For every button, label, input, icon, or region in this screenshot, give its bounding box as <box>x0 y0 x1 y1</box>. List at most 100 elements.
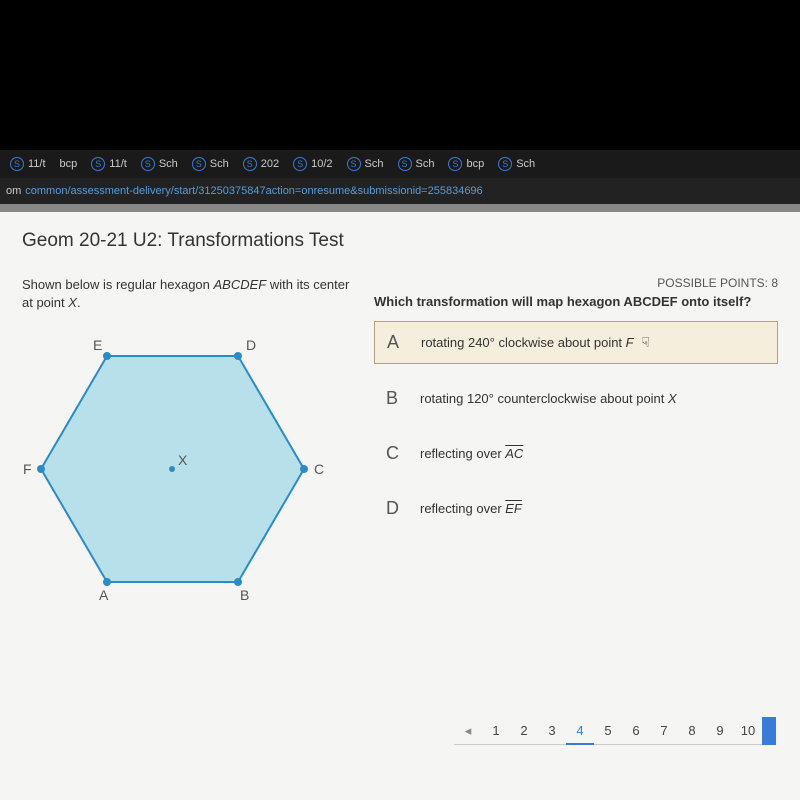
window-top-blackout <box>0 0 800 150</box>
pagination-page-9[interactable]: 9 <box>706 717 734 745</box>
tab-s-icon: S <box>498 157 512 171</box>
test-title: Geom 20-21 U2: Transformations Test <box>22 230 778 252</box>
tab-label: 11/t <box>28 158 46 170</box>
hexagon-vertex-a <box>103 578 111 586</box>
hexagon-label-a: A <box>99 587 109 603</box>
answer-c-prefix: reflecting over <box>420 446 505 461</box>
address-bar[interactable]: om common/assessment-delivery/start/3125… <box>0 178 800 204</box>
pagination-page-4[interactable]: 4 <box>566 717 594 745</box>
answer-text: rotating 120° counterclockwise about poi… <box>420 391 677 406</box>
pagination-prev[interactable]: ◂ <box>454 717 482 745</box>
tab-1[interactable]: bcp <box>54 158 84 170</box>
answer-letter: C <box>386 443 406 464</box>
prompt-hex-name: ABCDEF <box>214 277 267 292</box>
pagination-page-3[interactable]: 3 <box>538 717 566 745</box>
answer-text: rotating 240° clockwise about point F ☟ <box>421 334 650 351</box>
tab-s-icon: S <box>398 157 412 171</box>
url-path: common/assessment-delivery/start/3125037… <box>25 185 482 197</box>
chrome-separator <box>0 204 800 212</box>
hexagon-vertex-c <box>300 465 308 473</box>
tab-s-icon: S <box>347 157 361 171</box>
pagination: ◂ 12345678910 <box>454 717 776 745</box>
tab-label: 10/2 <box>311 158 332 170</box>
tab-s-icon: S <box>91 157 105 171</box>
tab-9[interactable]: Sbcp <box>442 157 490 171</box>
possible-points: POSSIBLE POINTS: 8 <box>374 276 778 290</box>
url-prefix: om <box>6 185 21 197</box>
question-row: Shown below is regular hexagon ABCDEF wi… <box>22 276 778 624</box>
prompt-text: Shown below is regular hexagon ABCDEF wi… <box>22 276 362 312</box>
tab-s-icon: S <box>448 157 462 171</box>
page-content: Geom 20-21 U2: Transformations Test Show… <box>0 212 800 800</box>
browser-tab-strip: S 11/t bcp S 11/t S Sch S Sch S 202 S 10/2 S Sc… <box>0 150 800 178</box>
answer-b-prefix: rotating 120° counterclockwise about poi… <box>420 391 668 406</box>
answer-letter: A <box>387 332 407 353</box>
answer-list: A rotating 240° clockwise about point F … <box>374 321 778 529</box>
tab-s-icon: S <box>192 157 206 171</box>
tab-3[interactable]: S Sch <box>135 157 184 171</box>
answer-option-a[interactable]: A rotating 240° clockwise about point F … <box>374 321 778 364</box>
hexagon-label-d: D <box>246 337 256 353</box>
hexagon-center-dot <box>169 466 175 472</box>
tab-2[interactable]: S 11/t <box>85 157 133 171</box>
hexagon-svg: A B C D E F X <box>22 324 342 624</box>
answer-letter: B <box>386 388 406 409</box>
question-text: Which transformation will map hexagon AB… <box>374 294 778 309</box>
tab-10[interactable]: S Sch <box>492 157 541 171</box>
tab-4[interactable]: S Sch <box>186 157 235 171</box>
pagination-next[interactable] <box>762 717 776 745</box>
tab-s-icon: S <box>243 157 257 171</box>
answer-option-d[interactable]: D reflecting over EF <box>374 488 778 529</box>
hexagon-vertex-b <box>234 578 242 586</box>
pagination-page-7[interactable]: 7 <box>650 717 678 745</box>
prompt-part1: Shown below is regular hexagon <box>22 277 214 292</box>
answer-c-segment: AC <box>505 446 523 461</box>
hexagon-label-e: E <box>93 337 102 353</box>
answer-a-point: F <box>626 335 634 350</box>
question-prompt-column: Shown below is regular hexagon ABCDEF wi… <box>22 276 362 624</box>
tab-label: Sch <box>159 158 178 170</box>
tab-s-icon: S <box>141 157 155 171</box>
pagination-page-1[interactable]: 1 <box>482 717 510 745</box>
answer-d-prefix: reflecting over <box>420 501 505 516</box>
tab-label: Sch <box>416 158 435 170</box>
hexagon-vertex-d <box>234 352 242 360</box>
pagination-page-5[interactable]: 5 <box>594 717 622 745</box>
tab-label: bcp <box>466 158 484 170</box>
pagination-page-2[interactable]: 2 <box>510 717 538 745</box>
tab-label: 11/t <box>109 158 127 170</box>
tab-label: Sch <box>365 158 384 170</box>
tab-label: bcp <box>60 158 78 170</box>
tab-8[interactable]: S Sch <box>392 157 441 171</box>
answer-b-point: X <box>668 391 677 406</box>
pagination-page-8[interactable]: 8 <box>678 717 706 745</box>
hexagon-label-b: B <box>240 587 249 603</box>
tab-0[interactable]: S 11/t <box>4 157 52 171</box>
answers-column: POSSIBLE POINTS: 8 Which transformation … <box>374 276 778 624</box>
hexagon-vertex-f <box>37 465 45 473</box>
answer-option-c[interactable]: C reflecting over AC <box>374 433 778 474</box>
hexagon-label-c: C <box>314 461 324 477</box>
prompt-point-x: X <box>68 295 77 310</box>
hexagon-figure: A B C D E F X <box>22 324 342 624</box>
answer-a-prefix: rotating 240° clockwise about point <box>421 335 626 350</box>
pagination-page-6[interactable]: 6 <box>622 717 650 745</box>
hexagon-vertex-e <box>103 352 111 360</box>
tab-5[interactable]: S 202 <box>237 157 285 171</box>
tab-s-icon: S <box>293 157 307 171</box>
tab-7[interactable]: S Sch <box>341 157 390 171</box>
tab-label: Sch <box>210 158 229 170</box>
pointer-cursor-icon: ☟ <box>641 334 650 350</box>
answer-option-b[interactable]: B rotating 120° counterclockwise about p… <box>374 378 778 419</box>
tab-s-icon: S <box>10 157 24 171</box>
pagination-page-10[interactable]: 10 <box>734 717 762 745</box>
tab-label: Sch <box>516 158 535 170</box>
answer-d-segment: EF <box>505 501 522 516</box>
tab-6[interactable]: S 10/2 <box>287 157 338 171</box>
tab-label: 202 <box>261 158 279 170</box>
answer-letter: D <box>386 498 406 519</box>
hexagon-center-label: X <box>178 452 188 468</box>
answer-text: reflecting over EF <box>420 501 522 516</box>
hexagon-label-f: F <box>23 461 32 477</box>
answer-text: reflecting over AC <box>420 446 523 461</box>
